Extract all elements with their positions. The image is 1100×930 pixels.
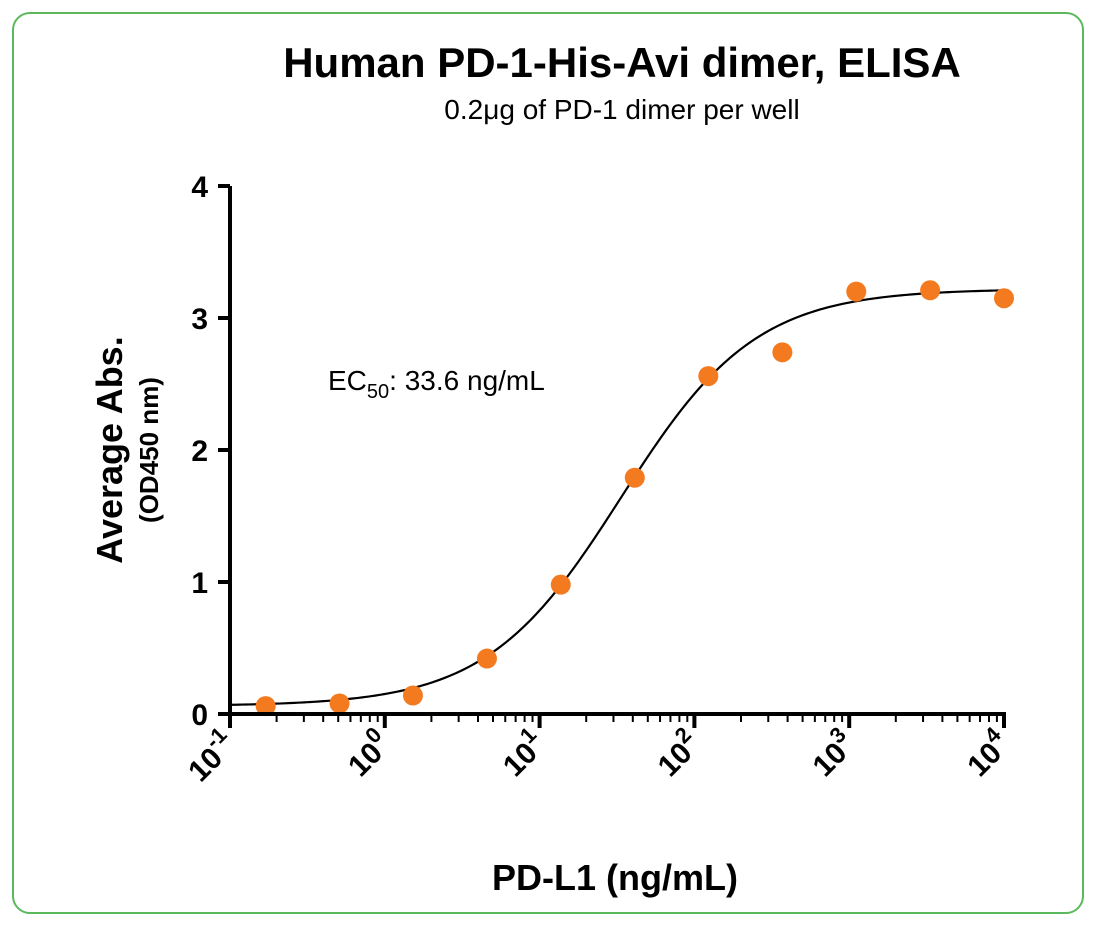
- x-tick-label: 10-1: [177, 722, 243, 788]
- x-tick-text: 103: [801, 722, 862, 783]
- y-axis-label: Average Abs.: [89, 336, 130, 563]
- data-point: [624, 467, 645, 488]
- x-tick-label: 104: [956, 721, 1018, 783]
- fit-curve: [229, 289, 1005, 706]
- chart-frame: [12, 12, 1084, 914]
- x-tick-text: 100: [336, 722, 397, 783]
- y-ticks: 0 1 2 3 4: [191, 171, 230, 732]
- x-tick-text: 104: [956, 721, 1018, 783]
- data-point: [476, 648, 497, 669]
- x-axis-label: PD-L1 (ng/mL): [492, 857, 738, 898]
- data-point: [255, 696, 276, 717]
- x-tick-label: 100: [336, 722, 397, 783]
- y-tick-label: 2: [191, 435, 208, 468]
- data-point: [698, 366, 719, 387]
- ec50-subscript: 50: [367, 381, 389, 403]
- x-tick-label: 102: [646, 722, 707, 783]
- y-tick-label: 1: [191, 567, 208, 600]
- x-tick-text: 102: [646, 722, 707, 783]
- data-point: [402, 685, 423, 706]
- data-point: [846, 281, 867, 302]
- ec50-annotation: EC50: 33.6 ng/mL: [328, 365, 545, 403]
- x-tick-text: 10-1: [177, 722, 243, 788]
- x-tick-label: 103: [801, 722, 862, 783]
- x-ticks: 10-1 100 101 102 103 104: [177, 714, 1018, 788]
- data-point: [329, 693, 350, 714]
- chart-title: Human PD-1-His-Avi dimer, ELISA: [283, 39, 961, 86]
- data-points-layer: [255, 280, 1014, 717]
- y-axis-sublabel: (OD450 nm): [134, 377, 164, 523]
- data-point: [994, 288, 1014, 309]
- ec50-value: : 33.6 ng/mL: [389, 365, 545, 396]
- y-tick-label: 0: [191, 699, 208, 732]
- y-axis-label-group: Average Abs. (OD450 nm): [89, 336, 164, 563]
- y-tick-label: 3: [191, 303, 208, 336]
- x-tick-text: 101: [491, 722, 552, 783]
- data-point: [772, 342, 793, 363]
- fit-curve-layer: [229, 289, 1005, 706]
- data-point: [920, 280, 941, 301]
- chart-subtitle: 0.2μg of PD-1 dimer per well: [444, 94, 799, 125]
- x-tick-label: 101: [491, 722, 552, 783]
- data-point: [550, 574, 571, 595]
- ec50-prefix: EC: [328, 365, 367, 396]
- y-tick-label: 4: [191, 171, 208, 204]
